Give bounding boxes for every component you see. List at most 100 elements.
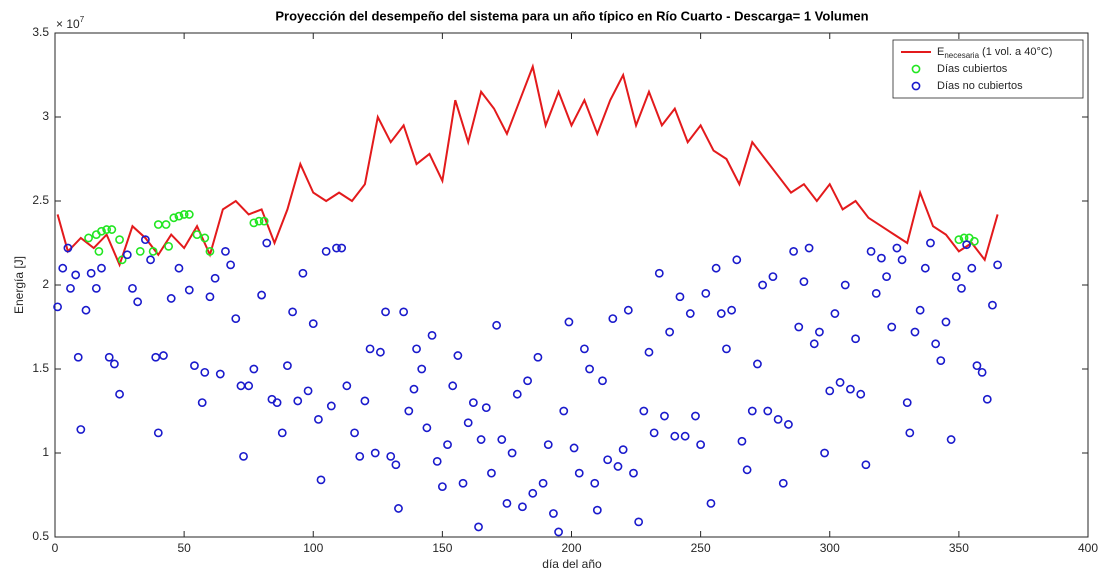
scatter-point — [417, 364, 427, 374]
exp-power: 7 — [80, 15, 85, 24]
scatter-point — [871, 288, 881, 298]
scatter-point — [768, 272, 778, 281]
y-tick-label: 0.5 — [32, 529, 49, 543]
scatter-point — [288, 307, 297, 317]
scatter-point — [381, 307, 390, 317]
scatter-point — [523, 376, 532, 386]
scatter-point — [993, 260, 1003, 270]
y-tick-label: 3.5 — [32, 25, 49, 39]
scatter-point — [151, 352, 161, 362]
scatter-point — [257, 290, 266, 300]
scatter-point — [197, 398, 207, 407]
scatter-point — [205, 292, 215, 302]
scatter-point — [360, 396, 370, 406]
scatter-point — [104, 352, 114, 362]
scatter-point — [727, 305, 737, 315]
scatter-point — [967, 263, 977, 273]
scatter-point — [394, 504, 403, 513]
scatter-point — [259, 216, 269, 226]
legend-label: Enecesaria (1 vol. a 40°C) — [937, 46, 1052, 60]
scatter-point — [830, 309, 840, 318]
scatter-point — [135, 246, 145, 256]
scatter-point — [303, 386, 313, 396]
scatter-point — [468, 398, 478, 407]
scatter-point — [825, 386, 835, 396]
scatter-point — [283, 361, 292, 371]
legend-marker — [911, 64, 921, 74]
scatter-point — [231, 314, 241, 323]
scatter-point — [538, 478, 548, 488]
scatter-point — [277, 428, 287, 438]
scatter-point — [685, 309, 695, 318]
scatter-point — [71, 270, 81, 280]
scatter-point — [926, 238, 935, 248]
energy-line — [56, 63, 999, 268]
scatter-point — [549, 509, 558, 518]
y-tick-label: 1.5 — [32, 361, 49, 375]
scatter-point — [696, 440, 706, 449]
scatter-point — [453, 351, 463, 360]
scatter-point — [249, 364, 259, 374]
scatter-point — [97, 226, 106, 236]
legend-subscript: necesaria — [944, 51, 979, 60]
scatter-point — [877, 253, 886, 263]
scatter-point — [404, 406, 414, 416]
scatter-point — [660, 411, 669, 421]
scatter-point — [190, 361, 199, 371]
scatter-point — [254, 216, 264, 226]
scatter-point — [988, 300, 997, 310]
scatter-point — [226, 260, 236, 270]
scatter-point — [210, 273, 220, 283]
scatter-point — [66, 283, 75, 293]
scatter-point — [115, 389, 124, 399]
scatter-point — [481, 403, 491, 413]
exp-base: × 10 — [56, 17, 80, 31]
scatter-point — [559, 406, 569, 416]
scatter-point — [262, 238, 272, 248]
x-tick-label: 400 — [1078, 541, 1098, 555]
scatter-point — [308, 319, 318, 329]
scatter-point — [115, 235, 124, 245]
scatter-point — [146, 255, 155, 265]
scatter-point — [512, 389, 522, 399]
scatter-point — [342, 381, 352, 391]
scatter-point — [391, 460, 401, 470]
scatter-point — [73, 352, 83, 362]
scatter-point — [107, 225, 117, 234]
scatter-point — [148, 246, 158, 256]
scatter-point — [675, 292, 685, 302]
scatter-point — [931, 339, 941, 349]
scatter-point — [915, 305, 925, 315]
scatter-point — [763, 406, 773, 416]
scatter-point — [851, 334, 860, 344]
scatter-point — [81, 305, 91, 315]
scatter-point — [773, 414, 783, 424]
scatter-point — [239, 451, 248, 461]
scatter-point — [386, 451, 396, 461]
x-tick-label: 150 — [432, 541, 452, 555]
scatter-point — [128, 283, 137, 293]
scatter-point — [580, 344, 589, 354]
scatter-point — [569, 443, 579, 453]
scatter-point — [476, 435, 486, 444]
scatter-point — [205, 246, 215, 256]
legend-name: Días no cubiertos — [937, 80, 1023, 92]
scatter-point — [179, 210, 189, 219]
scatter-point — [86, 268, 96, 278]
legend-label: Días cubiertos — [937, 63, 1008, 75]
y-axis-label: Energía [J] — [12, 256, 26, 314]
x-tick-label: 300 — [820, 541, 840, 555]
scatter-point — [412, 344, 421, 354]
scatter-point — [815, 327, 824, 337]
scatter-point — [184, 285, 194, 295]
x-tick-label: 250 — [691, 541, 711, 555]
scatter-point — [649, 428, 659, 438]
scatter-point — [365, 344, 375, 354]
scatter-point — [528, 488, 538, 498]
scatter-point — [169, 213, 179, 223]
scatter-point — [94, 246, 104, 256]
scatter-point — [174, 263, 184, 273]
scatter-point — [644, 347, 654, 357]
scatter-point — [809, 339, 819, 349]
legend-label: Días no cubiertos — [937, 80, 1023, 92]
